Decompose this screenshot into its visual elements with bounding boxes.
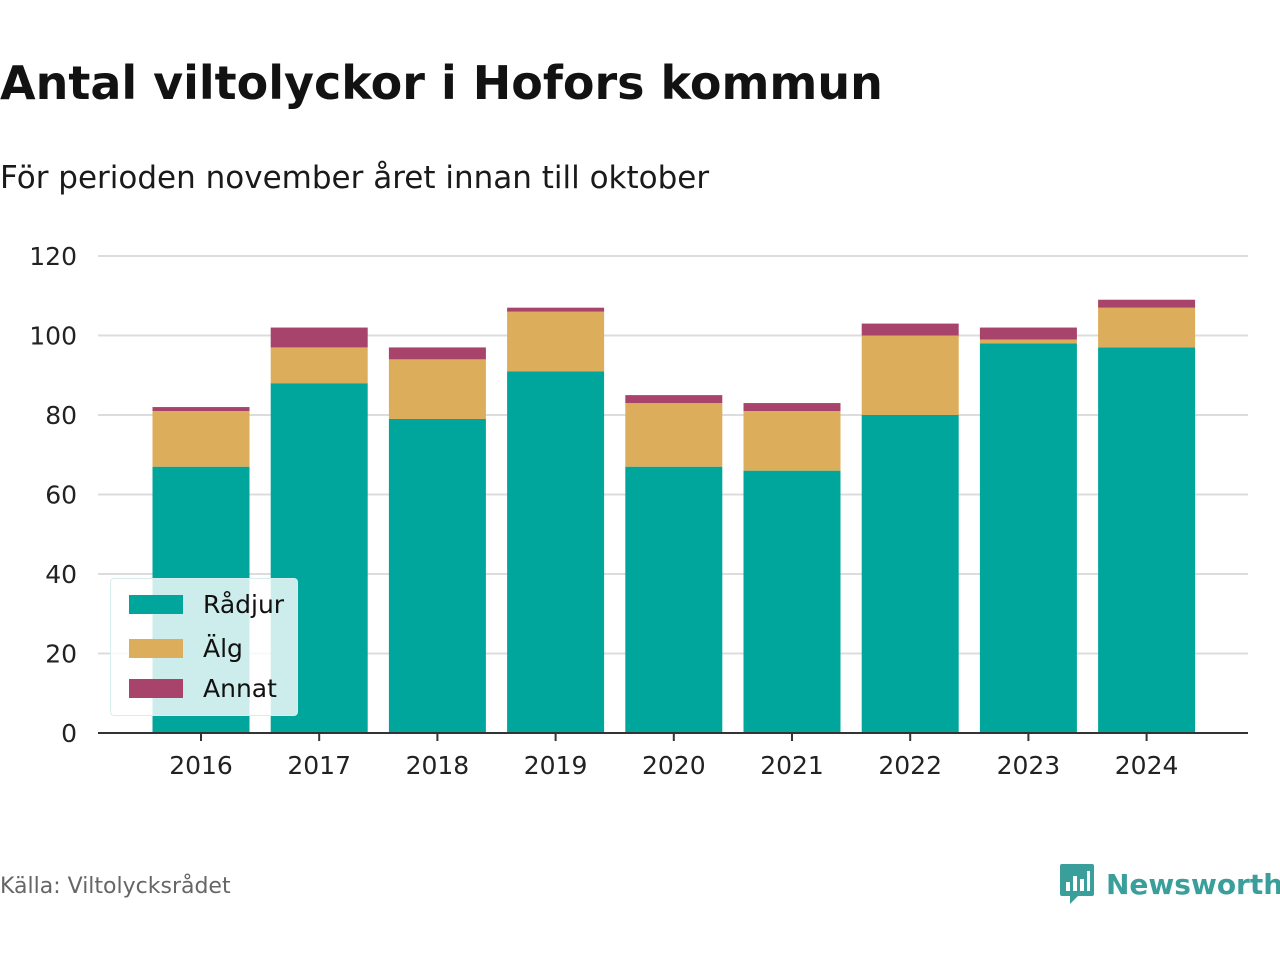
x-tick-label: 2016 [169, 751, 233, 780]
bar-2021-rådjur [743, 470, 841, 733]
bar-series [152, 299, 1196, 733]
x-tick-label: 2018 [406, 751, 470, 780]
bar-2021-annat [743, 403, 841, 412]
bar-2023-rådjur [979, 343, 1077, 733]
x-tick-label: 2020 [642, 751, 706, 780]
x-tick-label: 2024 [1115, 751, 1179, 780]
bar-2020-annat [625, 395, 723, 404]
bar-2021-älg [743, 411, 841, 471]
legend-item-radjur: Rådjur [129, 589, 284, 619]
bar-2023-älg [979, 339, 1077, 344]
bar-2020-älg [625, 403, 723, 467]
y-axis-ticks: 0 20 40 60 80 100 120 [29, 242, 77, 748]
y-tick-label: 40 [45, 560, 77, 589]
y-tick-label: 60 [45, 481, 77, 510]
bar-2019-rådjur [507, 371, 605, 733]
bar-2018-älg [388, 359, 486, 419]
legend-label-alg: Älg [203, 633, 243, 663]
source-note: Källa: Viltolycksrådet [0, 874, 231, 899]
bar-2023-annat [979, 327, 1077, 340]
bar-2017-älg [270, 347, 368, 384]
legend-label-annat: Annat [203, 673, 277, 703]
bar-2018-annat [388, 347, 486, 360]
x-tick-label: 2017 [287, 751, 351, 780]
x-tick-label: 2019 [524, 751, 588, 780]
bar-2022-älg [861, 335, 959, 415]
y-tick-label: 0 [61, 719, 77, 748]
x-tick-label: 2022 [878, 751, 942, 780]
newsworthy-logo-icon [1060, 864, 1094, 904]
bar-2024-rådjur [1098, 347, 1196, 733]
bar-2024-annat [1098, 299, 1196, 308]
bar-2016-älg [152, 411, 250, 467]
bar-2022-annat [861, 323, 959, 336]
x-tick-label: 2021 [760, 751, 824, 780]
legend-swatch-radjur [129, 594, 183, 614]
bar-2022-rådjur [861, 415, 959, 733]
y-tick-label: 120 [29, 242, 77, 271]
brand-name: Newsworthy [1106, 867, 1280, 901]
y-tick-label: 80 [45, 401, 77, 430]
bar-2024-älg [1098, 307, 1196, 348]
legend-swatch-alg [129, 638, 183, 658]
legend-swatch-annat [129, 678, 183, 698]
chart-subtitle: För perioden november året innan till ok… [0, 160, 710, 196]
legend-label-radjur: Rådjur [203, 589, 285, 619]
bar-2016-annat [152, 407, 250, 412]
bar-2019-älg [507, 311, 605, 372]
bar-2017-annat [270, 327, 368, 348]
bar-2020-rådjur [625, 466, 723, 733]
legend-item-annat: Annat [129, 673, 277, 703]
y-tick-label: 100 [29, 322, 77, 351]
chart-title: Antal viltolyckor i Hofors kommun [0, 56, 883, 110]
x-axis-ticks: 2016 2017 2018 2019 2020 2021 2022 2023 2024 [169, 733, 1178, 780]
x-tick-label: 2023 [997, 751, 1061, 780]
bar-2018-rådjur [388, 418, 486, 733]
legend-item-alg: Älg [129, 633, 243, 663]
bar-2019-annat [507, 307, 605, 312]
y-tick-label: 20 [45, 640, 77, 669]
brand[interactable]: Newsworthy [1058, 862, 1280, 906]
legend: Rådjur Älg Annat [110, 578, 298, 716]
